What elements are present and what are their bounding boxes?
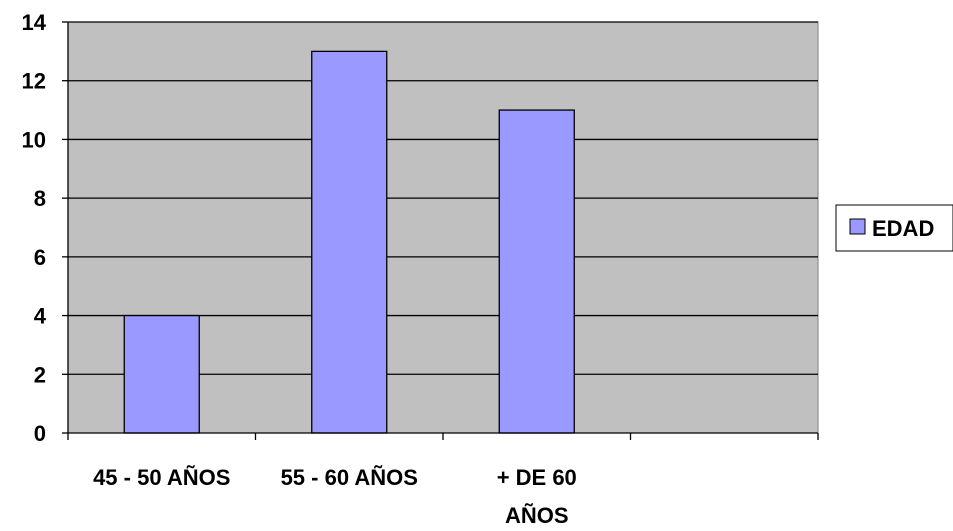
y-tick-label: 0: [34, 421, 46, 446]
y-tick-label: 12: [22, 69, 46, 94]
y-tick-label: 8: [34, 186, 46, 211]
legend-label-edad: EDAD: [872, 216, 934, 241]
y-tick-label: 14: [22, 10, 47, 35]
bar: [498, 109, 575, 434]
y-tick-label: 6: [34, 245, 46, 270]
x-tick-label: AÑOS: [505, 503, 569, 528]
y-tick-labels: 0 2 4 6 8 10 12 14: [22, 10, 47, 446]
legend-swatch-edad: [849, 218, 866, 235]
x-tick-label: 45 - 50 AÑOS: [93, 465, 230, 490]
bar: [123, 314, 200, 434]
x-tick-label: 55 - 60 AÑOS: [281, 465, 418, 490]
bars: [123, 50, 575, 434]
x-tick-labels: 45 - 50 AÑOS 55 - 60 AÑOS + DE 60 AÑOS: [93, 465, 577, 528]
bar: [311, 50, 388, 434]
y-tick-label: 4: [34, 304, 47, 329]
y-tick-label: 10: [22, 127, 46, 152]
legend: EDAD: [835, 204, 953, 252]
y-tick-label: 2: [34, 362, 46, 387]
axes: [62, 21, 819, 440]
x-tick-label: + DE 60: [497, 465, 577, 490]
